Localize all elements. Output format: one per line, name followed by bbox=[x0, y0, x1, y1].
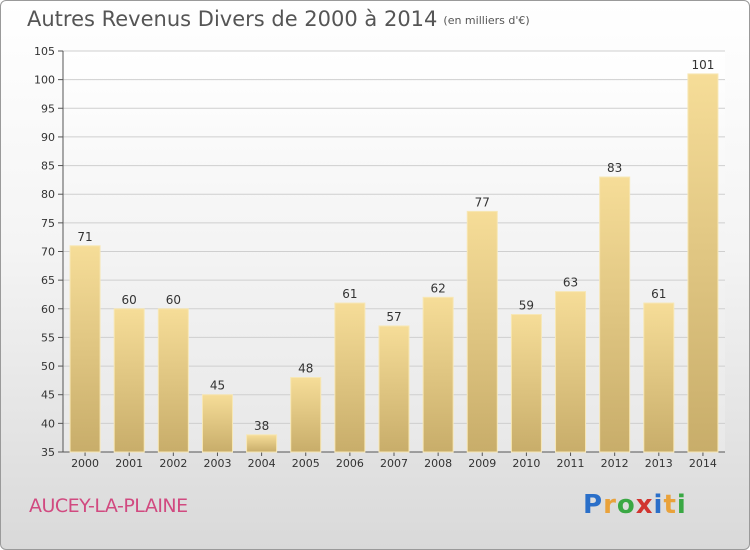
y-tick-label: 105 bbox=[34, 45, 55, 58]
data-label: 63 bbox=[563, 276, 578, 290]
bar bbox=[113, 308, 145, 453]
bar bbox=[290, 377, 322, 453]
x-tick-label: 2014 bbox=[689, 457, 717, 470]
data-label: 60 bbox=[122, 293, 137, 307]
labels: 2000 71 2001 60 2002 60 2003 45 2004 38 2005 48 2006… bbox=[71, 58, 717, 470]
x-tick-label: 2007 bbox=[380, 457, 408, 470]
x-tick-label: 2010 bbox=[512, 457, 540, 470]
bar bbox=[510, 314, 542, 453]
data-label: 59 bbox=[519, 299, 534, 313]
x-tick-label: 2001 bbox=[115, 457, 143, 470]
x-tick-label: 2002 bbox=[159, 457, 187, 470]
data-label: 101 bbox=[691, 58, 714, 72]
bar bbox=[157, 308, 189, 453]
bar bbox=[378, 325, 410, 453]
logo-letter: r bbox=[603, 490, 617, 520]
bar bbox=[643, 302, 675, 453]
x-tick-label: 2011 bbox=[557, 457, 585, 470]
bar bbox=[69, 245, 101, 453]
y-tick-label: 90 bbox=[41, 131, 55, 144]
data-label: 71 bbox=[77, 230, 92, 244]
logo-letter: x bbox=[635, 490, 654, 520]
x-tick-label: 2008 bbox=[424, 457, 452, 470]
bar bbox=[555, 291, 587, 453]
commune-name: AUCEY-LA-PLAINE bbox=[29, 495, 188, 517]
bar bbox=[599, 176, 631, 453]
y-tick-label: 65 bbox=[41, 274, 55, 287]
x-tick-label: 2009 bbox=[468, 457, 496, 470]
y-tick-label: 55 bbox=[41, 331, 55, 344]
logo-letter: t bbox=[663, 490, 677, 520]
bar bbox=[201, 394, 233, 453]
bar bbox=[334, 302, 366, 453]
x-tick-label: 2005 bbox=[292, 457, 320, 470]
data-label: 77 bbox=[475, 195, 490, 209]
bar bbox=[246, 434, 278, 453]
x-tick-label: 2000 bbox=[71, 457, 99, 470]
logo-letter: i bbox=[653, 490, 664, 520]
x-tick-label: 2006 bbox=[336, 457, 364, 470]
data-label: 61 bbox=[651, 287, 666, 301]
data-label: 60 bbox=[166, 293, 181, 307]
y-tick-label: 75 bbox=[41, 217, 55, 230]
data-label: 48 bbox=[298, 362, 313, 376]
y-tick-label: 50 bbox=[41, 360, 55, 373]
data-label: 83 bbox=[607, 161, 622, 175]
data-label: 45 bbox=[210, 379, 225, 393]
chart-unit: (en milliers d'€) bbox=[443, 14, 530, 27]
y-tick-label: 85 bbox=[41, 160, 55, 173]
y-tick-label: 35 bbox=[41, 446, 55, 459]
data-label: 61 bbox=[342, 287, 357, 301]
data-label: 38 bbox=[254, 419, 269, 433]
logo-letter: i bbox=[676, 490, 687, 520]
x-tick-label: 2013 bbox=[645, 457, 673, 470]
logo-letter: o bbox=[616, 490, 636, 520]
data-label: 57 bbox=[386, 310, 401, 324]
y-tick-label: 100 bbox=[34, 74, 55, 87]
proxiti-logo[interactable]: Proxiti bbox=[583, 490, 687, 520]
bar bbox=[687, 73, 719, 453]
data-label: 62 bbox=[430, 281, 445, 295]
x-tick-label: 2004 bbox=[248, 457, 276, 470]
bar bbox=[422, 296, 454, 453]
y-tick-label: 45 bbox=[41, 389, 55, 402]
y-tick-label: 80 bbox=[41, 188, 55, 201]
bar bbox=[466, 210, 498, 453]
chart-title: Autres Revenus Divers de 2000 à 2014 (en … bbox=[27, 7, 530, 31]
chart-title-text: Autres Revenus Divers de 2000 à 2014 bbox=[27, 7, 438, 31]
x-tick-label: 2003 bbox=[203, 457, 231, 470]
logo-letter: P bbox=[583, 490, 604, 520]
bars bbox=[69, 73, 719, 453]
y-tick-label: 70 bbox=[41, 246, 55, 259]
y-tick-label: 40 bbox=[41, 417, 55, 430]
y-tick-label: 60 bbox=[41, 303, 55, 316]
x-tick-label: 2012 bbox=[601, 457, 629, 470]
y-tick-label: 95 bbox=[41, 102, 55, 115]
